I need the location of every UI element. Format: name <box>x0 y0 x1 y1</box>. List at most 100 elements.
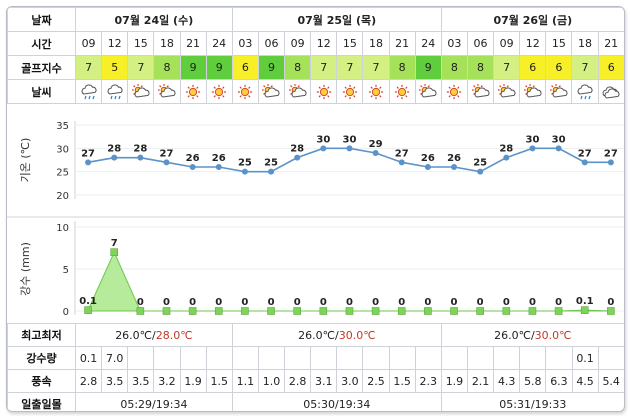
rain-point <box>424 307 432 315</box>
temp-point <box>268 168 275 175</box>
temp-point <box>477 168 484 175</box>
y-tick-label: 10 <box>56 223 69 234</box>
hour-cell: 24 <box>414 31 442 56</box>
precip-row-label: 강수량 <box>7 346 76 370</box>
temp-separator: / <box>334 328 339 342</box>
wind-cell: 1.1 <box>231 369 259 393</box>
partly-cloudy-icon <box>262 83 280 98</box>
y-tick-label: 0 <box>63 307 69 318</box>
golf-index-cell: 8 <box>388 55 416 80</box>
min-temp: 26.0℃ <box>115 328 153 342</box>
hour-cell: 09 <box>284 31 312 56</box>
rain-point <box>84 306 92 314</box>
precip-cell <box>205 346 233 370</box>
weather-cell <box>257 79 286 104</box>
golf-index-cell: 7 <box>336 55 364 80</box>
partly-cloudy-icon <box>131 83 150 98</box>
rain-data-label: 0.1 <box>576 296 594 307</box>
sun-day-1: 05:29/19:34 <box>75 392 233 411</box>
golf-index-cell: 7 <box>571 55 599 80</box>
hour-cell: 06 <box>257 31 286 56</box>
rain-data-label: 7 <box>111 238 118 249</box>
golf-index-cell: 6 <box>231 55 259 80</box>
sun-icon <box>238 84 253 99</box>
y-tick-label: 30 <box>56 144 69 155</box>
hour-cell: 21 <box>179 31 207 56</box>
weather-cell <box>362 79 390 104</box>
temp-point <box>372 150 379 156</box>
minmax-row: 최고최저 26.0℃/28.0℃ 26.0℃/30.0℃ 26.0℃/30.0℃ <box>7 323 624 347</box>
weather-forecast-panel: 날짜 07월 24일 (수) 07월 25일 (목) 07월 26일 (금) 시… <box>6 6 625 412</box>
hour-cell: 03 <box>231 31 259 56</box>
partly-cloudy-icon <box>523 83 542 98</box>
rain-point <box>397 307 406 315</box>
sun-icon <box>342 84 357 99</box>
wind-cell: 2.8 <box>74 369 103 393</box>
temp-point <box>607 159 614 166</box>
rain-data-label: 0 <box>163 297 170 308</box>
temp-data-label: 27 <box>578 148 592 159</box>
weather-cell <box>466 79 495 104</box>
hour-row: 시간 09 12 15 18 21 24 03 06 09 12 15 18 21 24 03 06 09 12 1… <box>7 31 624 56</box>
temp-data-label: 30 <box>316 134 330 145</box>
partly-cloudy-icon <box>157 83 176 98</box>
cloudy-icon <box>602 86 620 99</box>
rain-point <box>554 307 563 315</box>
precip-row: 강수량 0.1 7.0 0.1 <box>7 346 624 370</box>
forecast-summary-table: 최고최저 26.0℃/28.0℃ 26.0℃/30.0℃ 26.0℃/30.0℃… <box>7 323 624 411</box>
temp-data-label: 30 <box>525 134 539 145</box>
wind-cell: 1.9 <box>440 369 469 393</box>
rain-data-label: 0 <box>555 297 562 308</box>
precip-cell: 0.1 <box>74 346 103 370</box>
min-temp: 26.0℃ <box>494 328 531 342</box>
hour-cell: 12 <box>519 31 547 56</box>
temp-data-label: 25 <box>238 158 252 169</box>
precip-cell <box>362 346 390 370</box>
golf-index-cell: 6 <box>597 55 624 80</box>
sun-row-label: 일출일몰 <box>7 392 76 411</box>
hour-cell: 09 <box>493 31 521 56</box>
rain-point <box>450 307 458 315</box>
golf-index-cell: 9 <box>179 55 207 80</box>
hour-cell: 18 <box>153 31 181 56</box>
rain-data-label: 0 <box>346 297 353 308</box>
rain-point <box>241 307 249 315</box>
golf-index-cell: 7 <box>127 55 155 80</box>
rain-data-label: 0 <box>477 297 484 308</box>
weather-cell <box>597 79 624 104</box>
sun-icon <box>394 84 410 99</box>
minmax-day-1: 26.0℃/28.0℃ <box>75 323 233 347</box>
partly-cloudy-icon <box>549 83 568 98</box>
precip-cell <box>519 346 547 370</box>
rain-point <box>502 307 511 315</box>
rain-point <box>528 307 537 315</box>
partly-cloudy-icon <box>497 83 516 98</box>
temp-point <box>85 159 92 166</box>
day-header-2: 07월 25일 (목) <box>231 7 442 32</box>
wind-cell: 6.3 <box>545 369 573 393</box>
forecast-charts: 20 25 30 35 기온 (℃) 27 28 28 27 26 26 25 25 28 30 30 29 27… <box>7 121 624 318</box>
wind-cell: 3.0 <box>336 369 364 393</box>
sun-day-3: 05:31/19:33 <box>440 392 624 411</box>
day-header-1: 07월 24일 (수) <box>75 7 233 32</box>
sun-row: 일출일몰 05:29/19:34 05:30/19:34 05:31/19:33 <box>7 392 624 411</box>
rain-data-label: 0 <box>268 297 275 308</box>
hour-cell: 15 <box>127 31 155 56</box>
hour-cell: 15 <box>545 31 573 56</box>
hour-cell: 21 <box>388 31 416 56</box>
golf-index-cell: 9 <box>414 55 442 80</box>
hour-cell: 18 <box>571 31 599 56</box>
sunrise-sunset: 05:31/19:33 <box>499 397 567 411</box>
temp-data-label: 26 <box>421 153 435 164</box>
weather-cell <box>101 79 129 104</box>
temp-data-label: 26 <box>212 153 226 164</box>
wind-cell: 2.3 <box>414 369 442 393</box>
wind-cell: 2.1 <box>466 369 495 393</box>
golf-index-cell: 7 <box>74 55 103 80</box>
temp-data-label: 26 <box>447 153 461 164</box>
temp-separator: / <box>152 328 156 342</box>
precip-cell <box>336 346 364 370</box>
rain-point <box>319 307 328 315</box>
weather-cell <box>519 79 547 104</box>
